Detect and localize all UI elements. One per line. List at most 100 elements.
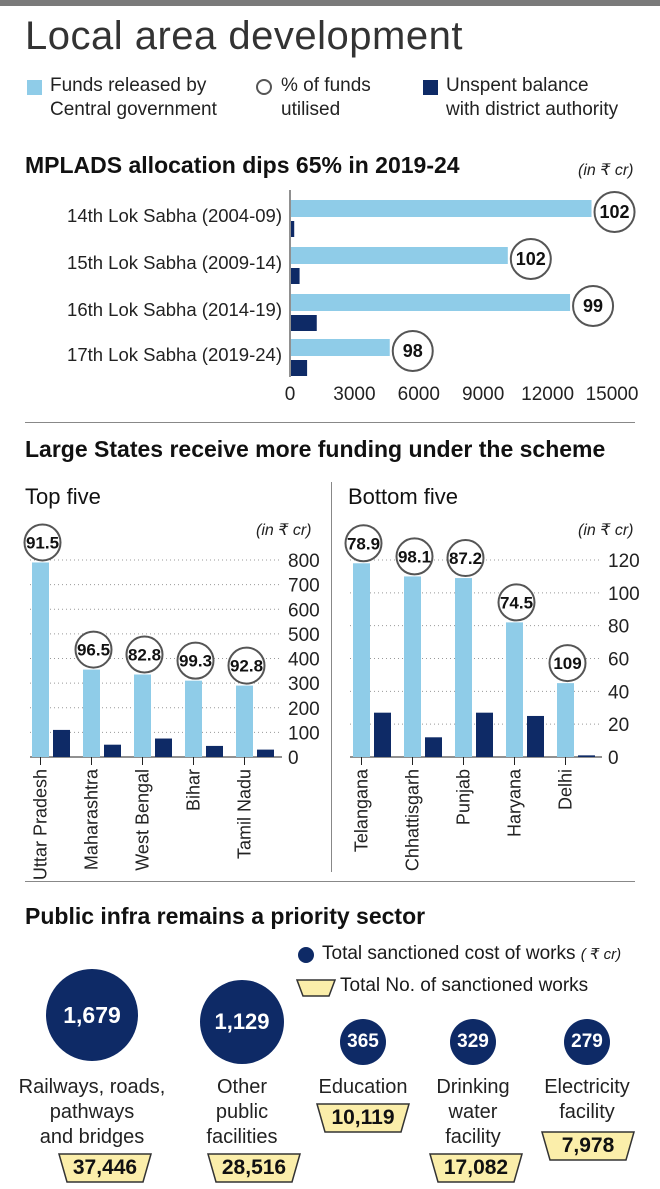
works-tag-polygon — [207, 1153, 301, 1183]
h-bar-funds — [291, 294, 571, 311]
h-bar-funds — [291, 339, 390, 356]
legend-cost-unit: ( ₹ cr) — [580, 946, 622, 963]
sector-label-line: Other — [216, 1076, 268, 1098]
sector-label-line: Railways, roads, — [18, 1076, 166, 1098]
bottom-five-unit: (in ₹ cr) — [578, 522, 634, 539]
legend-cost: Total sanctioned cost of works ( ₹ cr) — [322, 943, 621, 965]
sector-label-line: facilities — [206, 1126, 278, 1148]
sector-label: Other public facilities — [162, 1075, 322, 1150]
works-tag-shape-icon — [207, 1153, 301, 1183]
h-tick-label: 12000 — [521, 384, 574, 405]
v-utilised-label: 99.3 — [179, 652, 212, 671]
legend-funds-swatch — [27, 80, 42, 95]
v-bar-funds — [404, 576, 421, 757]
v-bar-funds — [506, 622, 523, 757]
sector-label-line: Electricity — [544, 1076, 630, 1098]
v-bar-funds — [353, 563, 370, 757]
v-utilised-label: 92.8 — [230, 657, 263, 676]
works-tag: 17,082 — [429, 1153, 523, 1183]
v-tick-label: 20 — [608, 715, 629, 736]
sector-label: Electricity facility — [507, 1075, 660, 1125]
works-tag-shape-icon — [541, 1131, 635, 1161]
cost-bubble: 1,679 — [46, 969, 138, 1061]
works-tag-polygon — [316, 1103, 410, 1133]
v-bar-funds — [185, 680, 202, 757]
v-bar-unspent — [206, 745, 223, 757]
v-category-label: Tamil Nadu — [235, 769, 255, 859]
v-bar-funds — [557, 683, 574, 757]
h-tick-label: 6000 — [398, 384, 440, 405]
h-bar-funds — [291, 200, 592, 217]
v-category-label: Maharashtra — [82, 768, 102, 870]
v-tick-label: 700 — [288, 576, 320, 597]
charts-divider — [331, 482, 332, 872]
v-utilised-circle — [227, 646, 266, 685]
v-bar-funds — [134, 674, 151, 757]
legend-utilised-circle-icon — [256, 79, 272, 95]
v-bar-unspent — [53, 729, 70, 757]
v-utilised-label: 78.9 — [347, 534, 380, 553]
top-five-unit: (in ₹ cr) — [256, 522, 312, 539]
v-tick-label: 100 — [608, 584, 640, 605]
v-utilised-circle — [497, 583, 536, 622]
h-category-label: 16th Lok Sabha (2014-19) — [67, 299, 282, 320]
h-tick-label: 0 — [285, 384, 296, 405]
legend-cost-label: Total sanctioned cost of works — [322, 943, 576, 964]
v-utilised-label: 96.5 — [77, 641, 110, 660]
v-utilised-circle — [23, 523, 62, 562]
v-tick-label: 300 — [288, 674, 320, 695]
v-tick-label: 60 — [608, 650, 629, 671]
works-tag-shape-icon — [316, 1103, 410, 1133]
v-bar-unspent — [104, 744, 121, 757]
sector-label-line: facility — [559, 1101, 615, 1123]
v-utilised-circle — [176, 641, 215, 680]
legend-funds-line2: Central government — [50, 99, 217, 120]
v-category-label: Telangana — [352, 768, 372, 852]
v-category-label: Haryana — [505, 768, 525, 837]
v-bar-unspent — [527, 715, 544, 757]
v-category-label: Punjab — [454, 769, 474, 825]
v-tick-label: 0 — [288, 748, 299, 769]
legend-utilised-line1: % of funds — [281, 75, 371, 96]
v-bar-unspent — [578, 755, 595, 757]
v-utilised-label: 74.5 — [500, 593, 533, 612]
works-tag-polygon — [58, 1153, 152, 1183]
v-utilised-label: 87.2 — [449, 549, 482, 568]
v-tick-label: 100 — [288, 723, 320, 744]
h-utilised-label: 99 — [583, 296, 603, 316]
v-bar-unspent — [476, 712, 493, 757]
h-bar-unspent — [291, 268, 300, 284]
v-tick-label: 500 — [288, 625, 320, 646]
v-tick-label: 600 — [288, 600, 320, 621]
sector-label: Railways, roads, pathways and bridges — [12, 1075, 172, 1150]
bottom-five-chart: 0 20 40 60 80 100 120 78.9 Telangana 98.1 Chhattis… — [344, 524, 640, 871]
legend-unspent-line2: with district authority — [446, 99, 619, 120]
v-tick-label: 400 — [288, 650, 320, 671]
h-utilised-label: 102 — [516, 249, 546, 269]
top-five-chart: 0 100 200 300 400 500 600 700 800 91.5 Uttar Prade… — [23, 523, 320, 880]
works-tag: 37,446 — [58, 1153, 152, 1183]
h-tick-label: 9000 — [462, 384, 504, 405]
top-five-title: Top five — [25, 484, 101, 509]
sector-label-line: public — [215, 1101, 269, 1123]
v-utilised-label: 82.8 — [128, 646, 161, 665]
h-category-label: 17th Lok Sabha (2019-24) — [67, 344, 282, 365]
v-bar-unspent — [374, 712, 391, 757]
sector-label-line: Education — [318, 1076, 408, 1098]
legend-funds-label: Funds released by Central government — [50, 74, 217, 122]
v-tick-label: 120 — [608, 551, 640, 572]
section-divider-2 — [25, 881, 635, 882]
sector-label-line: facility — [445, 1126, 501, 1148]
legend-unspent-swatch — [423, 80, 438, 95]
legend-utilised-label: % of funds utilised — [281, 74, 371, 122]
sector-label-line: Drinking — [436, 1076, 510, 1098]
cost-bubble: 365 — [340, 1019, 386, 1065]
v-tick-label: 0 — [608, 748, 619, 769]
legend-works-label: Total No. of sanctioned works — [340, 975, 589, 996]
v-category-label: Chhattisgarh — [403, 769, 423, 871]
section3-heading: Public infra remains a priority sector — [25, 903, 426, 929]
works-tag-shape-icon — [58, 1153, 152, 1183]
h-category-label: 14th Lok Sabha (2004-09) — [67, 205, 282, 226]
v-bar-funds — [236, 685, 253, 757]
works-count: 28,516 — [221, 1156, 287, 1179]
